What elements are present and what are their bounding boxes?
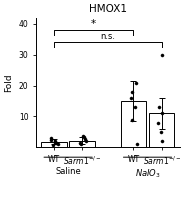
Bar (69, 140, 95, 147)
Point (131, 90, 134, 93)
Point (161, 139, 164, 143)
Bar (121, 101, 146, 147)
Point (81, 134, 84, 137)
Text: *: * (91, 19, 96, 29)
Point (84, 137, 87, 140)
Text: $NaIO_3$: $NaIO_3$ (135, 167, 160, 180)
Bar (41, 142, 67, 147)
Point (54, 141, 57, 144)
Point (160, 53, 163, 56)
Bar (149, 113, 174, 147)
Text: n.s.: n.s. (100, 33, 115, 42)
Point (134, 81, 137, 84)
Point (50, 136, 53, 140)
Point (130, 96, 132, 100)
Point (56, 142, 59, 145)
Point (157, 105, 160, 109)
Point (159, 130, 162, 134)
Point (79, 143, 82, 146)
Point (136, 143, 139, 146)
Point (50, 138, 53, 141)
Y-axis label: Fold: Fold (4, 73, 13, 92)
Point (82, 136, 85, 139)
Title: HMOX1: HMOX1 (89, 4, 127, 14)
Point (79, 141, 82, 144)
Point (157, 121, 159, 124)
Point (53, 139, 56, 143)
Point (133, 105, 136, 109)
Point (52, 143, 55, 147)
Point (84, 139, 87, 143)
Point (131, 118, 134, 121)
Point (160, 112, 163, 115)
Text: Saline: Saline (55, 167, 81, 176)
